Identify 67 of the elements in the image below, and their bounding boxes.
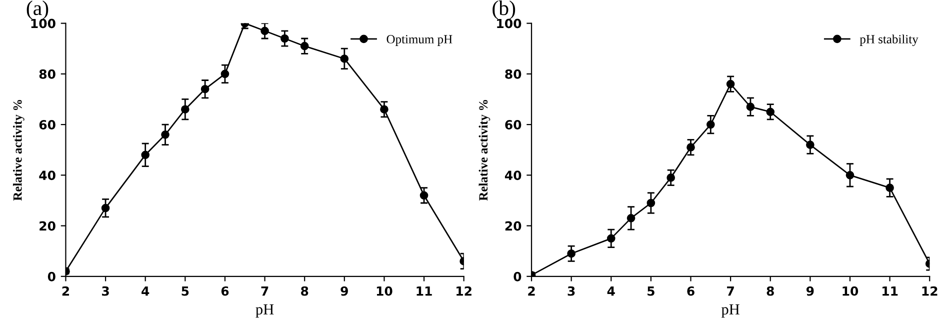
point — [606, 234, 616, 243]
y-tick-label: 20 — [505, 221, 522, 231]
point — [706, 120, 715, 129]
x-tick-label: 5 — [648, 286, 654, 296]
point — [260, 26, 269, 36]
x-tick-label: 3 — [568, 286, 575, 296]
y-tick-label: 80 — [505, 69, 522, 79]
x-tick-label: 6 — [221, 286, 229, 296]
y-tick-label: 60 — [505, 120, 522, 130]
point — [646, 198, 656, 208]
point — [746, 102, 755, 111]
y-axis-title: Relative activity % — [478, 100, 490, 201]
point — [567, 249, 576, 258]
x-tick-label: 12 — [922, 286, 938, 296]
point — [200, 84, 210, 94]
x-axis-title: pH — [721, 304, 740, 318]
x-tick-label: 5 — [182, 286, 189, 296]
y-tick-label: 60 — [39, 120, 56, 130]
x-tick-label: 4 — [142, 286, 150, 296]
point — [726, 80, 735, 88]
point — [886, 184, 894, 192]
point — [220, 70, 230, 78]
point — [180, 105, 190, 114]
x-tick-label: 6 — [687, 286, 694, 296]
point — [766, 108, 775, 116]
y-tick-label: 80 — [39, 69, 56, 79]
x-tick-label: 12 — [456, 286, 472, 296]
x-tick-label: 2 — [528, 286, 535, 296]
x-tick-label: 9 — [806, 286, 814, 296]
y-tick-label: 100 — [497, 18, 522, 28]
legend-label: pH stability — [860, 34, 918, 46]
x-tick-label: 11 — [882, 286, 898, 296]
chart-title: (a) — [26, 0, 48, 20]
legend-label: Optimum pH — [386, 35, 452, 46]
point — [161, 130, 170, 139]
x-tick-label: 8 — [766, 286, 774, 296]
x-tick-label: 2 — [62, 286, 69, 296]
x-tick-label: 4 — [607, 286, 615, 296]
y-tick-label: 0 — [514, 272, 522, 282]
y-axis-title: Relative activity % — [12, 100, 24, 201]
point — [101, 204, 110, 212]
x-tick-label: 7 — [727, 286, 734, 296]
point — [340, 54, 349, 63]
chart-title: (b) — [492, 0, 516, 20]
point — [141, 150, 150, 160]
x-tick-label: 8 — [301, 286, 308, 296]
x-axis-title: pH — [256, 304, 274, 318]
point — [666, 174, 676, 182]
point — [686, 143, 695, 152]
x-tick-label: 9 — [340, 286, 348, 296]
x-tick-label: 7 — [261, 286, 268, 296]
y-tick-label: 40 — [504, 170, 522, 180]
point — [626, 214, 636, 222]
point — [280, 34, 289, 43]
y-tick-label: 0 — [48, 272, 56, 282]
x-tick-label: 11 — [416, 286, 432, 296]
y-tick-label: 100 — [31, 18, 56, 28]
x-tick-label: 10 — [376, 286, 392, 296]
x-tick-label: 10 — [842, 286, 858, 296]
y-tick-label: 20 — [40, 221, 56, 231]
point — [846, 170, 854, 180]
point — [420, 191, 428, 200]
point — [380, 105, 388, 114]
x-tick-label: 3 — [102, 286, 109, 296]
y-tick-label: 40 — [39, 170, 56, 180]
point — [300, 42, 309, 50]
point — [806, 140, 814, 149]
